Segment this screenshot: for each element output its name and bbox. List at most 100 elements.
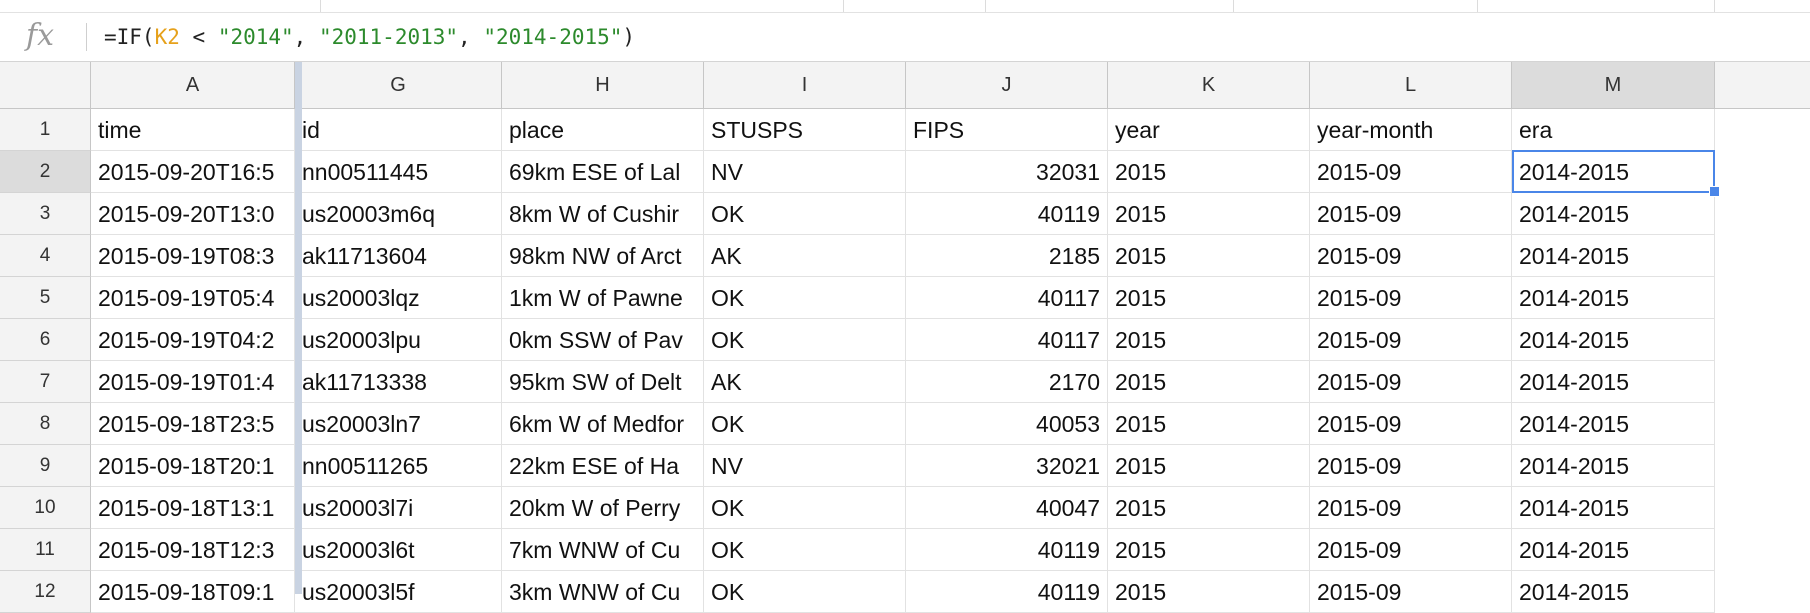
cell-m7[interactable]: 2014-2015	[1512, 361, 1715, 403]
column-header-l[interactable]: L	[1310, 62, 1512, 108]
cell-k11[interactable]: 2015	[1108, 529, 1310, 571]
cell-k4[interactable]: 2015	[1108, 235, 1310, 277]
cell-j9[interactable]: 32021	[906, 445, 1108, 487]
column-header-m[interactable]: M	[1512, 62, 1715, 108]
formula-input[interactable]: =IF(K2 < "2014", "2011-2013", "2014-2015…	[104, 21, 635, 53]
cell-j7[interactable]: 2170	[906, 361, 1108, 403]
cell-a9[interactable]: 2015-09-18T20:1	[91, 445, 295, 487]
row-header-6[interactable]: 6	[0, 319, 91, 361]
cell-g7[interactable]: ak11713338	[295, 361, 502, 403]
cell-a4[interactable]: 2015-09-19T08:3	[91, 235, 295, 277]
cell-h2[interactable]: 69km ESE of Lal	[502, 151, 704, 193]
cell-h6[interactable]: 0km SSW of Pav	[502, 319, 704, 361]
cell-i11[interactable]: OK	[704, 529, 906, 571]
cell-j6[interactable]: 40117	[906, 319, 1108, 361]
column-header-g[interactable]: G	[295, 62, 502, 108]
cell-m9[interactable]: 2014-2015	[1512, 445, 1715, 487]
cell-j5[interactable]: 40117	[906, 277, 1108, 319]
cell-g11[interactable]: us20003l6t	[295, 529, 502, 571]
cell-g12[interactable]: us20003l5f	[295, 571, 502, 613]
cell-g8[interactable]: us20003ln7	[295, 403, 502, 445]
cell-m6[interactable]: 2014-2015	[1512, 319, 1715, 361]
column-header-j[interactable]: J	[906, 62, 1108, 108]
cell-i8[interactable]: OK	[704, 403, 906, 445]
cell-l8[interactable]: 2015-09	[1310, 403, 1512, 445]
frozen-column-divider[interactable]	[295, 62, 302, 594]
cell-l1[interactable]: year-month	[1310, 109, 1512, 151]
cell-m2[interactable]: 2014-2015	[1512, 151, 1715, 193]
row-header-3[interactable]: 3	[0, 193, 91, 235]
cell-j1[interactable]: FIPS	[906, 109, 1108, 151]
cell-j10[interactable]: 40047	[906, 487, 1108, 529]
cell-k12[interactable]: 2015	[1108, 571, 1310, 613]
cell-m10[interactable]: 2014-2015	[1512, 487, 1715, 529]
cell-h1[interactable]: place	[502, 109, 704, 151]
cell-a10[interactable]: 2015-09-18T13:1	[91, 487, 295, 529]
cell-a2[interactable]: 2015-09-20T16:5	[91, 151, 295, 193]
cell-i10[interactable]: OK	[704, 487, 906, 529]
cell-k8[interactable]: 2015	[1108, 403, 1310, 445]
cell-i9[interactable]: NV	[704, 445, 906, 487]
cell-i3[interactable]: OK	[704, 193, 906, 235]
cell-l7[interactable]: 2015-09	[1310, 361, 1512, 403]
cell-l4[interactable]: 2015-09	[1310, 235, 1512, 277]
cell-j4[interactable]: 2185	[906, 235, 1108, 277]
cell-m3[interactable]: 2014-2015	[1512, 193, 1715, 235]
cell-a7[interactable]: 2015-09-19T01:4	[91, 361, 295, 403]
select-all-corner[interactable]	[0, 62, 91, 108]
cell-h9[interactable]: 22km ESE of Ha	[502, 445, 704, 487]
cell-k6[interactable]: 2015	[1108, 319, 1310, 361]
cell-m5[interactable]: 2014-2015	[1512, 277, 1715, 319]
cell-h4[interactable]: 98km NW of Arct	[502, 235, 704, 277]
cell-g6[interactable]: us20003lpu	[295, 319, 502, 361]
cell-j2[interactable]: 32031	[906, 151, 1108, 193]
cell-g5[interactable]: us20003lqz	[295, 277, 502, 319]
cell-a8[interactable]: 2015-09-18T23:5	[91, 403, 295, 445]
row-header-9[interactable]: 9	[0, 445, 91, 487]
cell-a5[interactable]: 2015-09-19T05:4	[91, 277, 295, 319]
cell-g1[interactable]: id	[295, 109, 502, 151]
cell-i1[interactable]: STUSPS	[704, 109, 906, 151]
column-header-h[interactable]: H	[502, 62, 704, 108]
cell-l10[interactable]: 2015-09	[1310, 487, 1512, 529]
cell-j3[interactable]: 40119	[906, 193, 1108, 235]
cell-h5[interactable]: 1km W of Pawne	[502, 277, 704, 319]
cell-l6[interactable]: 2015-09	[1310, 319, 1512, 361]
column-header-a[interactable]: A	[91, 62, 295, 108]
row-header-2[interactable]: 2	[0, 151, 91, 193]
row-header-7[interactable]: 7	[0, 361, 91, 403]
cell-a3[interactable]: 2015-09-20T13:0	[91, 193, 295, 235]
cell-l9[interactable]: 2015-09	[1310, 445, 1512, 487]
cell-i4[interactable]: AK	[704, 235, 906, 277]
cell-k9[interactable]: 2015	[1108, 445, 1310, 487]
column-header-i[interactable]: I	[704, 62, 906, 108]
row-header-12[interactable]: 12	[0, 571, 91, 613]
cell-k5[interactable]: 2015	[1108, 277, 1310, 319]
cell-m4[interactable]: 2014-2015	[1512, 235, 1715, 277]
column-header-k[interactable]: K	[1108, 62, 1310, 108]
cell-a1[interactable]: time	[91, 109, 295, 151]
cell-m12[interactable]: 2014-2015	[1512, 571, 1715, 613]
cell-a11[interactable]: 2015-09-18T12:3	[91, 529, 295, 571]
cell-l11[interactable]: 2015-09	[1310, 529, 1512, 571]
cell-h12[interactable]: 3km WNW of Cu	[502, 571, 704, 613]
cell-i6[interactable]: OK	[704, 319, 906, 361]
cell-g10[interactable]: us20003l7i	[295, 487, 502, 529]
cell-m1[interactable]: era	[1512, 109, 1715, 151]
cell-g3[interactable]: us20003m6q	[295, 193, 502, 235]
cell-m11[interactable]: 2014-2015	[1512, 529, 1715, 571]
row-header-4[interactable]: 4	[0, 235, 91, 277]
cell-g4[interactable]: ak11713604	[295, 235, 502, 277]
cell-l2[interactable]: 2015-09	[1310, 151, 1512, 193]
row-header-11[interactable]: 11	[0, 529, 91, 571]
cell-k1[interactable]: year	[1108, 109, 1310, 151]
cell-h11[interactable]: 7km WNW of Cu	[502, 529, 704, 571]
cell-g9[interactable]: nn00511265	[295, 445, 502, 487]
cell-i7[interactable]: AK	[704, 361, 906, 403]
cell-l5[interactable]: 2015-09	[1310, 277, 1512, 319]
cell-k3[interactable]: 2015	[1108, 193, 1310, 235]
cell-j8[interactable]: 40053	[906, 403, 1108, 445]
cell-i2[interactable]: NV	[704, 151, 906, 193]
row-header-5[interactable]: 5	[0, 277, 91, 319]
cell-a6[interactable]: 2015-09-19T04:2	[91, 319, 295, 361]
